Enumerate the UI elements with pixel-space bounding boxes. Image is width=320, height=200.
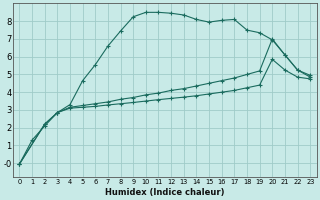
X-axis label: Humidex (Indice chaleur): Humidex (Indice chaleur)	[105, 188, 225, 197]
